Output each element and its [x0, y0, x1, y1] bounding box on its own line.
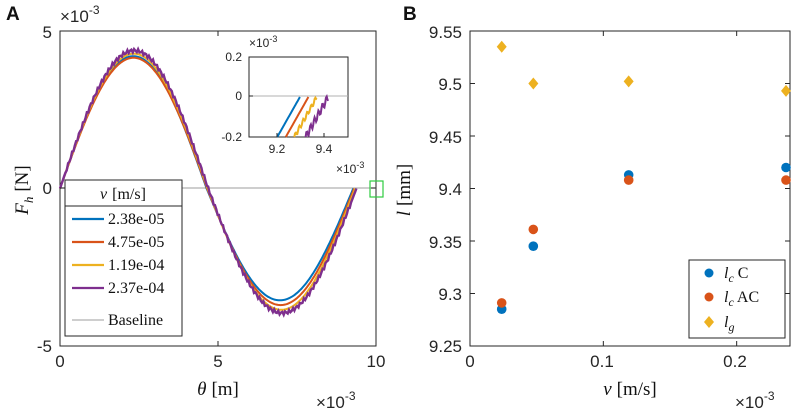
legend-a-label-3: 2.37e-04	[108, 280, 164, 297]
panel-b-label: B	[403, 4, 417, 25]
b-xtick-1: 0.1	[590, 352, 614, 371]
b-ylabel: l[mm]	[394, 164, 415, 217]
b-x-multiplier: ×10-3	[735, 389, 775, 411]
inset-xtick-0: 9.2	[269, 142, 286, 156]
a-ytick-1: 0	[43, 179, 52, 198]
a-xtick-2: 10	[367, 352, 386, 371]
panel-b-tick-marks	[469, 30, 790, 347]
inset-curve-4.75e-05	[284, 96, 310, 138]
legend-a-title: v [m/s]	[100, 186, 146, 203]
inset-ytick-2: -0.2	[221, 130, 242, 144]
a-x-multiplier: ×10-3	[316, 389, 356, 411]
inset-x-multiplier: ×10-3	[336, 160, 364, 176]
a-xlabel: θ [m]	[197, 379, 239, 400]
panel-b-points	[496, 40, 791, 315]
legend-b-marker-0	[704, 268, 714, 278]
zoom-region-box	[369, 180, 384, 198]
legend-a-label-4: Baseline	[108, 312, 163, 329]
legend-b-label-0: lc C	[724, 265, 748, 285]
legend-b-marker-2	[704, 316, 714, 328]
panel-a-label: A	[6, 4, 20, 25]
legend-b-label-1: lc AC	[724, 289, 759, 309]
panel-b-tick-labels: 0 0.1 0.2 9.55 9.5 9.45 9.4 9.35 9.3 9.2…	[429, 23, 747, 371]
point-lc-C-3	[781, 162, 791, 173]
legend-a-label-2: 1.19e-04	[108, 257, 164, 274]
inset-curve-1.19e-04	[293, 95, 318, 138]
legend-a-label-0: 2.38e-05	[108, 211, 164, 228]
inset-xtick-1: 9.4	[316, 142, 333, 156]
panel-a-y-multiplier: ×10-3	[60, 3, 100, 26]
panel-b-legend: lc C lc AC lg	[688, 259, 786, 339]
svg-text:×10-3: ×10-3	[60, 3, 100, 26]
b-ytick-5: 9.3	[438, 285, 462, 304]
curve-2.37e-04	[58, 46, 358, 318]
a-ytick-0: 5	[43, 23, 52, 42]
point-lc-AC-2	[623, 175, 634, 185]
point-lc-AC-3	[781, 175, 791, 185]
inset-curves	[249, 56, 330, 138]
point-lc-AC-0	[496, 298, 507, 308]
legend-a-label-1: 4.75e-05	[108, 234, 164, 251]
b-ytick-2: 9.45	[429, 128, 462, 147]
b-ytick-0: 9.55	[429, 23, 462, 42]
b-ytick-3: 9.4	[438, 180, 462, 199]
point-lg-0	[496, 40, 507, 53]
panel-a-curves	[58, 46, 358, 318]
a-xtick-1: 5	[213, 352, 222, 371]
b-ytick-4: 9.35	[429, 233, 462, 252]
point-lg-1	[528, 77, 539, 90]
b-ytick-6: 9.25	[429, 337, 462, 356]
point-lg-3	[781, 84, 791, 97]
inset-y-multiplier: ×10-3	[249, 34, 277, 50]
b-xtick-0: 0	[465, 352, 474, 371]
legend-b-marker-1	[704, 292, 714, 302]
inset-ytick-0: 0.2	[225, 50, 242, 64]
b-ytick-1: 9.5	[438, 75, 462, 94]
a-xtick-0: 0	[55, 352, 64, 371]
inset-ytick-1: 0	[235, 89, 242, 103]
b-xlabel: v [m/s]	[603, 379, 657, 400]
point-lc-AC-1	[528, 224, 539, 235]
point-lg-2	[623, 75, 634, 88]
inset-axes	[248, 56, 349, 138]
point-lc-C-1	[528, 241, 539, 251]
legend-b-label-2: lg	[724, 314, 734, 334]
panel-a-legend: v [m/s] 2.38e-05 4.75e-05 1.19e-04 2.37e-…	[64, 179, 183, 337]
inset-curve-2.37e-04	[304, 93, 330, 138]
a-ytick-2: -5	[37, 337, 52, 356]
b-xtick-2: 0.2	[723, 352, 747, 371]
a-ylabel: Fh[N]	[12, 165, 36, 216]
inset-curve-2.38e-05	[276, 96, 301, 138]
panel-a-tick-marks	[59, 30, 377, 347]
